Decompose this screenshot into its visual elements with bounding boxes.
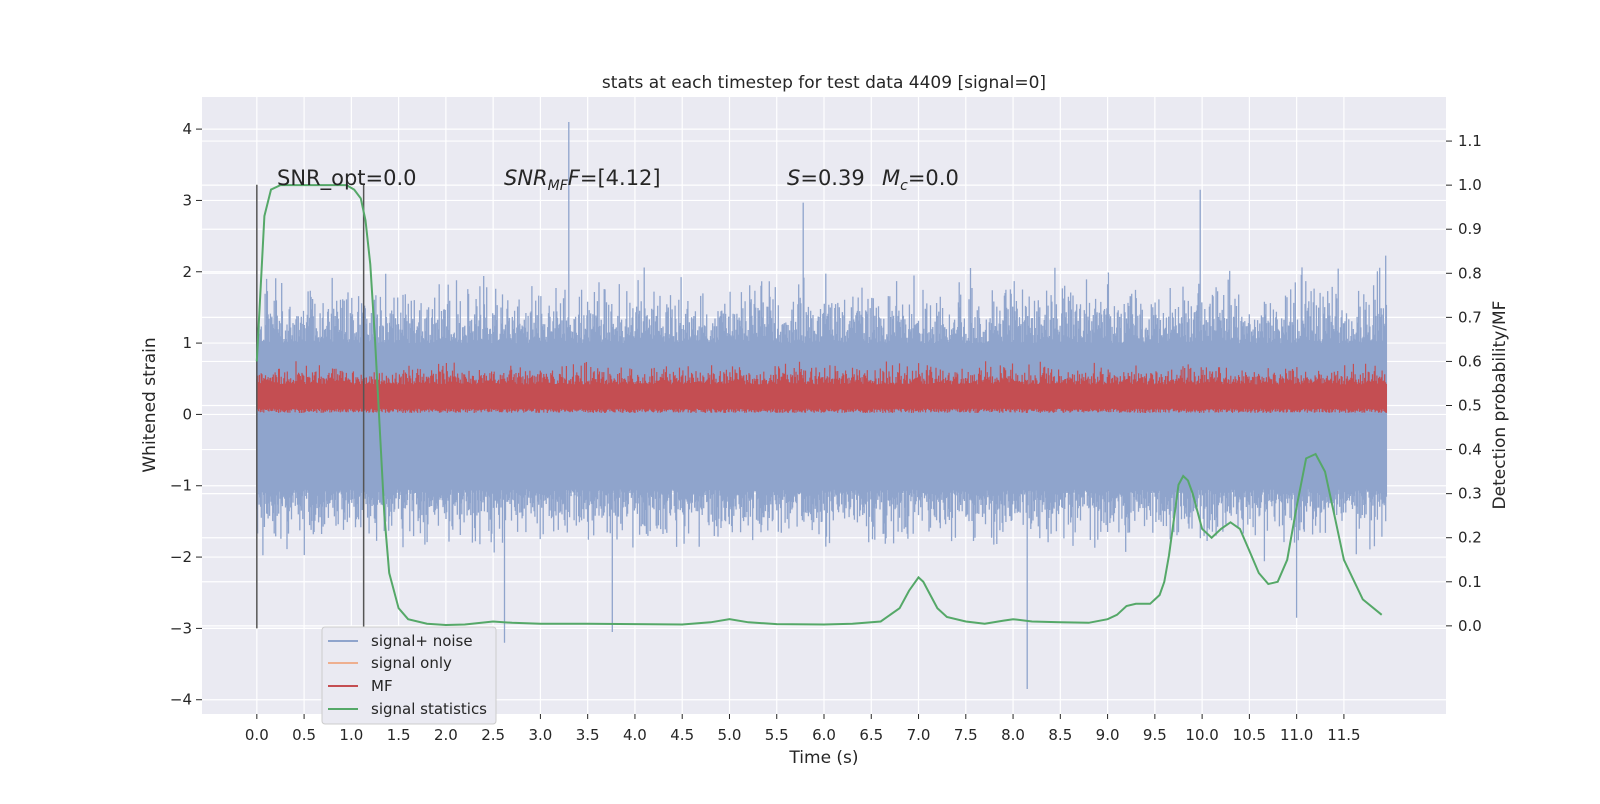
y-right-tick-label: 1.0 [1458,176,1482,194]
snr-mf-main: SNR [504,166,548,190]
chart-title: stats at each timestep for test data 440… [602,73,1046,93]
y-axis-right-label: Detection probability/MF [1490,301,1510,510]
vertical-markers [256,184,365,629]
mc-sub: c [900,178,908,194]
x-tick-label: 2.5 [481,726,505,744]
legend: signal+ noise signal only MF signal stat… [321,626,497,725]
x-tick-label: 4.0 [623,726,647,744]
y-left-tick-label: −3 [170,619,192,637]
s-value: =0.39 [800,166,864,190]
x-tick-label: 1.0 [339,726,363,744]
x-tick-label: 8.0 [1001,726,1025,744]
signal-statistics-series [255,184,1383,627]
y-right-tick-label: 0.5 [1458,397,1482,415]
y-right-tick-labels: 0.0 0.1 0.2 0.3 0.4 0.5 0.6 0.7 0.8 0.9 1.0 1.1 [1446,132,1482,635]
x-tick-label: 10.5 [1233,726,1266,744]
annotations: SNR_opt=0.0 SNRMFF=[4.12] S=0.39 Mc=0.0 [277,166,959,194]
snr-mf-sub: MF [548,178,569,194]
s-main: S [787,166,800,190]
x-tick-label: 5.0 [718,726,742,744]
y-left-tick-label: 4 [182,120,192,138]
snr-opt-annotation: SNR_opt=0.0 [277,166,417,191]
x-tick-label: 0.0 [245,726,269,744]
x-axis-label: Time (s) [788,748,858,768]
x-tick-label: 8.5 [1048,726,1072,744]
x-tick-label: 7.5 [954,726,978,744]
y-right-tick-label: 0.0 [1458,617,1482,635]
x-tick-label: 11.0 [1280,726,1313,744]
mc-value: =0.0 [908,166,959,190]
signal-statistics-line [255,184,1383,627]
x-tick-label: 4.5 [670,726,694,744]
x-tick-label: 9.5 [1143,726,1167,744]
snr-mf-annotation: SNRMFF=[4.12] [504,166,661,194]
x-tick-label: 6.5 [859,726,883,744]
mc-annotation: Mc=0.0 [882,166,959,194]
y-left-tick-label: −1 [170,477,192,495]
y-left-tick-label: −4 [170,691,192,709]
y-right-tick-label: 0.7 [1458,308,1482,326]
snr-mf-f: F [568,166,581,190]
x-tick-label: 3.0 [528,726,552,744]
legend-frame [321,626,497,725]
y-right-tick-label: 0.8 [1458,264,1482,282]
x-tick-labels: 0.0 0.5 1.0 1.5 2.0 2.5 3.0 3.5 4.0 4.5 5.0 5.5 6.0 6… [245,714,1361,744]
y-left-tick-label: 1 [182,334,192,352]
x-tick-label: 1.5 [387,726,411,744]
legend-label-signal-statistics: signal statistics [371,700,487,718]
x-tick-label: 9.0 [1096,726,1120,744]
x-tick-label: 10.0 [1185,726,1218,744]
legend-label-signal-only: signal only [371,654,452,672]
y-right-tick-label: 0.1 [1458,573,1482,591]
y-axis-left-label: Whitened strain [140,337,160,472]
x-tick-label: 3.5 [576,726,600,744]
mc-main: M [882,166,900,190]
y-right-tick-label: 1.1 [1458,132,1482,150]
snr-mf-value: =[4.12] [580,166,661,190]
x-tick-label: 5.5 [765,726,789,744]
y-right-tick-label: 0.2 [1458,529,1482,547]
x-tick-label: 11.5 [1327,726,1360,744]
x-tick-label: 6.0 [812,726,836,744]
y-left-tick-label: 0 [182,405,192,423]
x-tick-label: 7.0 [907,726,931,744]
s-annotation: S=0.39 [787,166,865,190]
y-right-tick-label: 0.4 [1458,441,1482,459]
y-right-tick-label: 0.6 [1458,352,1482,370]
x-tick-label: 0.5 [292,726,316,744]
y-left-tick-label: −2 [170,548,192,566]
legend-label-mf: MF [371,677,393,695]
x-tick-label: 2.0 [434,726,458,744]
legend-label-signal-noise: signal+ noise [371,632,473,650]
y-left-tick-label: 3 [182,191,192,209]
y-right-tick-label: 0.3 [1458,485,1482,503]
y-left-tick-labels: −4 −3 −2 −1 0 1 2 3 4 [170,120,202,709]
y-left-tick-label: 2 [182,263,192,281]
y-right-tick-label: 0.9 [1458,220,1482,238]
